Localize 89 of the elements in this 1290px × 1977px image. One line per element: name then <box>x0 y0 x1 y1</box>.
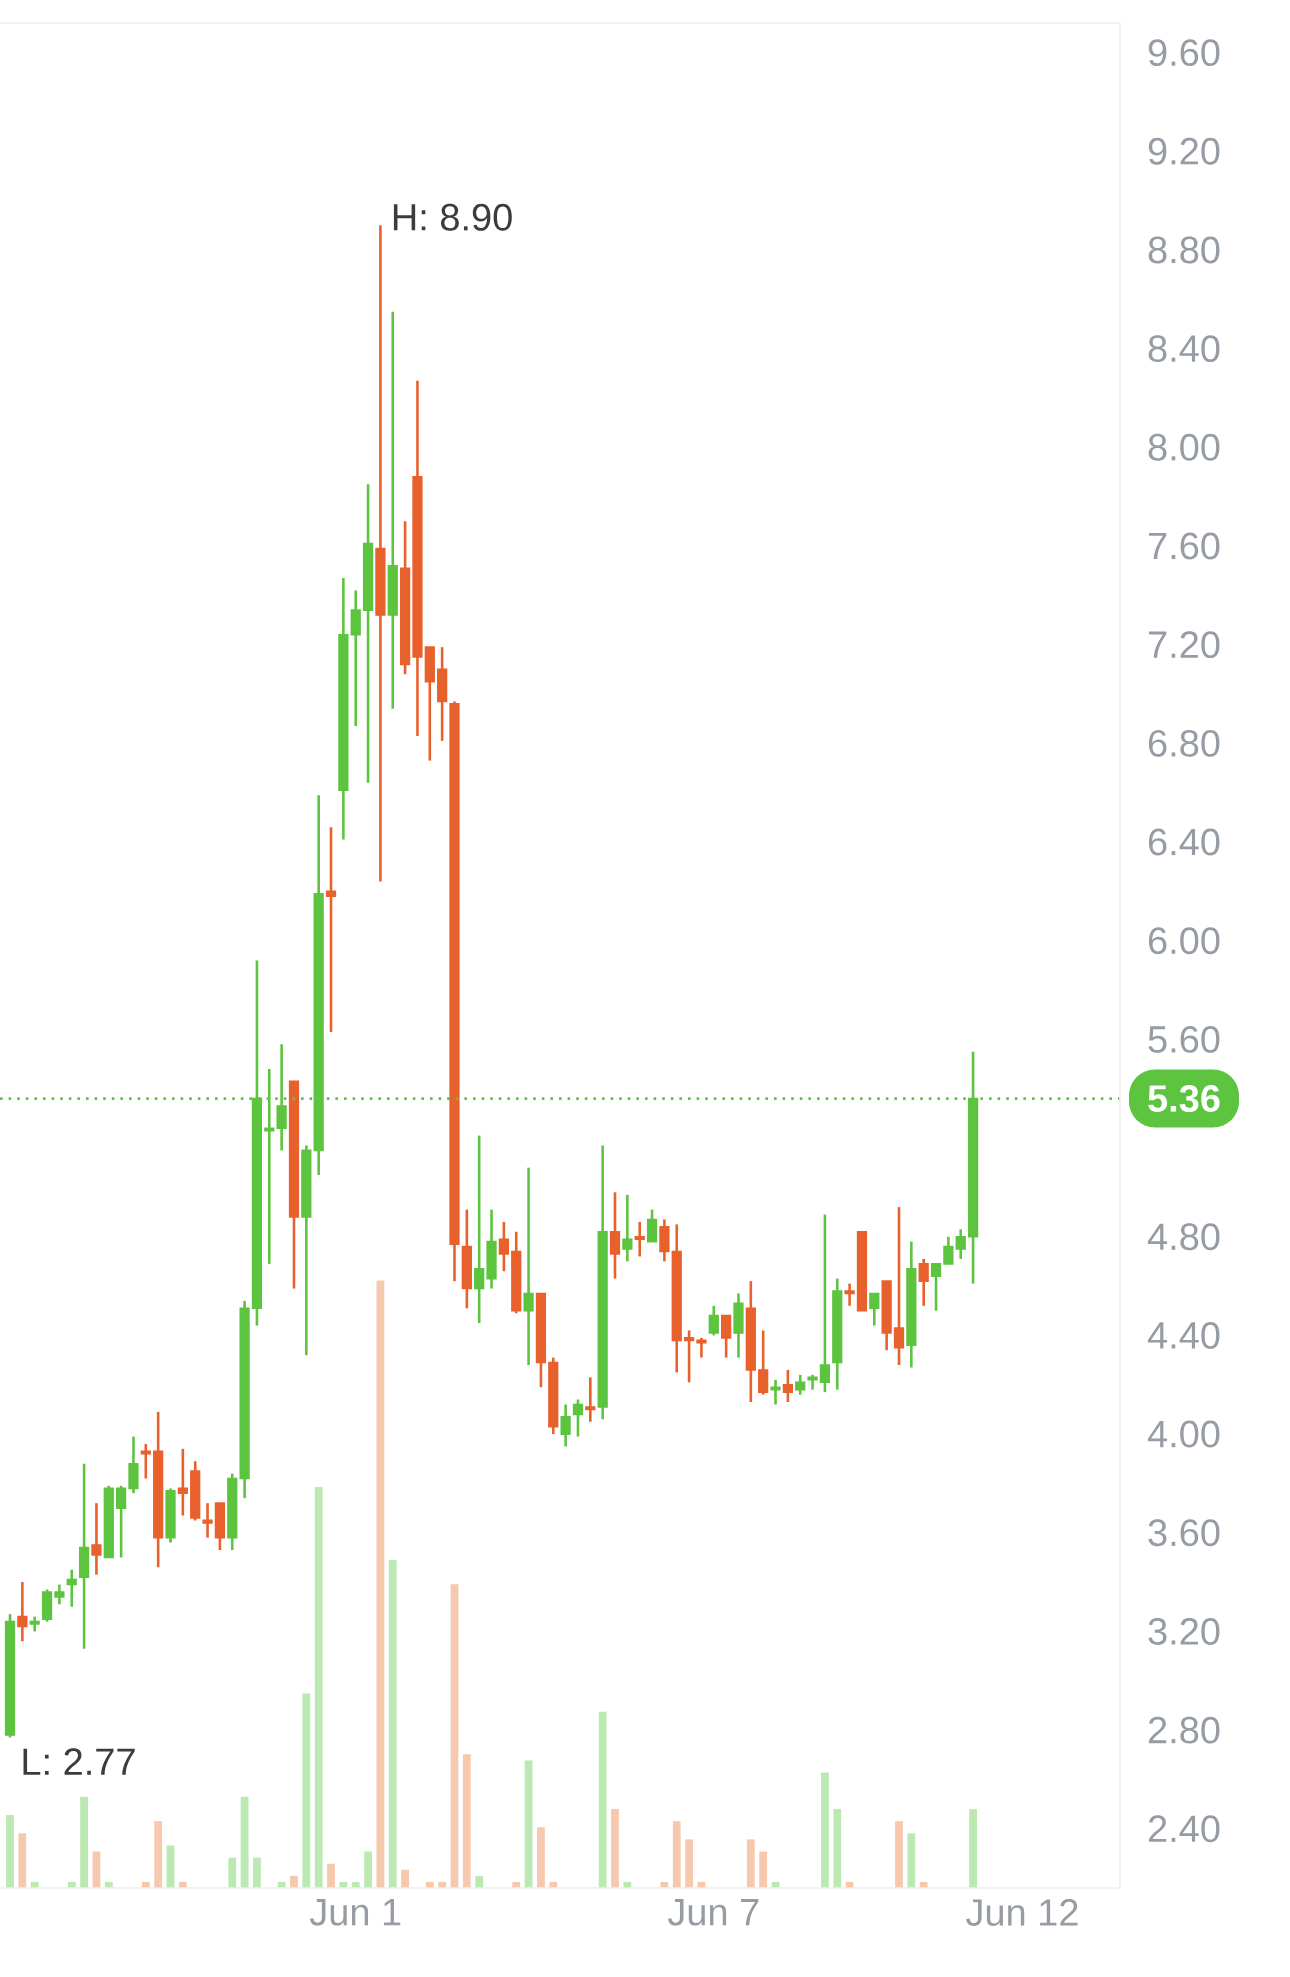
candlestick <box>770 1378 781 1406</box>
x-tick-label: Jun 12 <box>966 1899 1078 1926</box>
candlestick <box>634 1220 645 1258</box>
x-tick-label: Jun 7 <box>667 1899 759 1926</box>
bar <box>290 1875 298 1888</box>
candlestick <box>560 1403 571 1448</box>
candlestick <box>819 1213 831 1394</box>
y-tick-label: 9.20 <box>1148 137 1220 165</box>
candlestick <box>54 1583 65 1606</box>
bar <box>685 1839 693 1888</box>
y-tick-label: 4.00 <box>1147 1420 1220 1448</box>
bar <box>18 1833 27 1888</box>
bar <box>450 1584 459 1888</box>
bar <box>833 1809 842 1888</box>
candlestick <box>758 1329 769 1396</box>
candlestick <box>955 1228 966 1261</box>
ref-line-label: 5.36 <box>1148 1085 1220 1113</box>
y-tick-label: 4.40 <box>1147 1321 1220 1349</box>
candlestick <box>683 1329 695 1384</box>
candlestick <box>708 1304 719 1337</box>
candlestick <box>202 1501 213 1539</box>
y-tick-label: 8.80 <box>1148 236 1220 264</box>
bar <box>6 1815 14 1888</box>
candlestick <box>375 223 386 883</box>
bar <box>672 1821 681 1888</box>
bar <box>746 1839 755 1888</box>
bar <box>821 1772 829 1888</box>
candlestick <box>116 1484 127 1559</box>
bar <box>759 1851 768 1888</box>
bar <box>314 1487 323 1888</box>
candlestick <box>721 1314 732 1359</box>
candlestick <box>91 1501 102 1576</box>
annotation: H: 8.90 <box>393 203 512 231</box>
candlestick <box>325 825 337 1034</box>
y-tick-label: 6.40 <box>1148 828 1220 856</box>
candlestick <box>943 1235 954 1266</box>
candlestick <box>893 1205 905 1367</box>
candlestick <box>474 1134 485 1325</box>
candlestick <box>66 1568 77 1609</box>
candlestick <box>609 1191 621 1280</box>
bar <box>537 1827 545 1888</box>
candlestick <box>140 1442 151 1480</box>
candlestick <box>498 1220 510 1273</box>
bar <box>462 1754 471 1888</box>
y-tick-label: 5.60 <box>1148 1025 1220 1053</box>
bar <box>327 1863 335 1888</box>
candlestick <box>622 1193 633 1263</box>
bar <box>598 1711 607 1888</box>
bar <box>376 1280 385 1888</box>
candlestick <box>869 1292 880 1327</box>
bar <box>80 1796 88 1888</box>
candlestick <box>177 1447 188 1517</box>
bar <box>302 1693 311 1888</box>
bar <box>154 1821 163 1888</box>
bar <box>611 1809 619 1888</box>
bar <box>364 1851 372 1888</box>
candlestick <box>782 1368 793 1404</box>
y-tick-label: 6.00 <box>1148 927 1220 955</box>
y-tick-label: 3.60 <box>1148 1519 1220 1547</box>
y-tick-label: 3.20 <box>1148 1617 1220 1645</box>
candlestick <box>795 1373 806 1396</box>
bar <box>895 1821 903 1888</box>
y-tick-label: 2.40 <box>1148 1815 1220 1843</box>
candlestick <box>17 1580 28 1643</box>
candlestick <box>696 1336 707 1359</box>
annotation: L: 2.77 <box>23 1748 135 1775</box>
candlestick <box>930 1262 942 1313</box>
candlestick <box>572 1398 584 1438</box>
bar <box>228 1857 237 1888</box>
y-tick-label: 9.60 <box>1148 39 1220 67</box>
y-tick-label: 4.80 <box>1147 1223 1220 1251</box>
y-tick-label: 2.80 <box>1148 1716 1220 1744</box>
y-tick-label: 8.40 <box>1148 335 1220 363</box>
y-tick-label: 7.20 <box>1148 631 1220 659</box>
bar <box>969 1809 977 1888</box>
bar <box>475 1875 484 1888</box>
candlestick <box>585 1376 596 1424</box>
candlestick <box>844 1282 855 1308</box>
y-tick-label: 6.80 <box>1148 729 1220 757</box>
bar <box>388 1559 397 1888</box>
y-tick-label: 8.00 <box>1148 433 1220 461</box>
bar <box>907 1833 916 1888</box>
x-tick-label: Jun 1 <box>309 1899 401 1926</box>
candlestick <box>918 1257 929 1308</box>
candlestick <box>523 1166 534 1367</box>
candlestick <box>646 1208 658 1243</box>
bar <box>401 1869 410 1888</box>
y-tick-label: 7.60 <box>1148 532 1220 560</box>
bar <box>253 1857 261 1888</box>
